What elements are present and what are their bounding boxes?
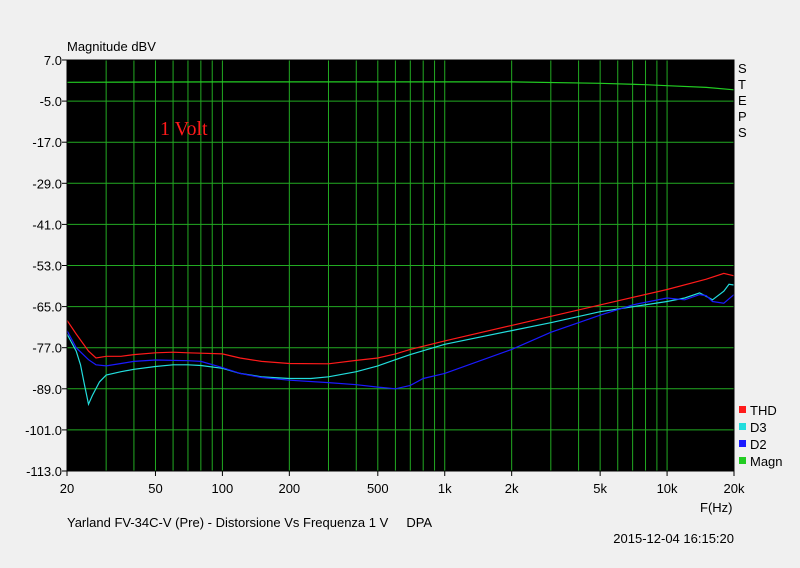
legend-label-magn: Magn (750, 454, 783, 469)
steps-letter: S (738, 125, 747, 140)
y-tick-label: 7.0 (44, 53, 62, 68)
y-tick-label: -113.0 (26, 464, 62, 479)
steps-letter: T (738, 77, 746, 92)
x-tick-label: 20 (60, 481, 74, 496)
series-lines (66, 81, 735, 407)
legend: THD D3 D2 Magn (739, 403, 783, 469)
x-tick-label: 1k (438, 481, 452, 496)
legend-label-d2: D2 (750, 437, 767, 452)
y-tick-label: -29.0 (32, 176, 62, 191)
y-tick-label: -17.0 (32, 135, 62, 150)
y-axis-ticks: 7.0 -5.0 -17.0 -29.0 -41.0 -53.0 -65.0 -77.0 -89… (25, 53, 67, 479)
x-tick-label: 500 (367, 481, 389, 496)
x-axis-label: F(Hz) (700, 500, 733, 515)
plot-frame (66, 59, 735, 472)
legend-swatch-thd (739, 406, 746, 413)
y-tick-label: -5.0 (40, 94, 62, 109)
legend-label-d3: D3 (750, 420, 767, 435)
timestamp: 2015-12-04 16:15:20 (613, 531, 734, 546)
x-tick-label: 10k (657, 481, 678, 496)
legend-label-thd: THD (750, 403, 777, 418)
y-tick-label: -41.0 (32, 217, 62, 232)
steps-letter: E (738, 93, 747, 108)
annotation-1-volt: 1 Volt (160, 118, 208, 140)
y-axis-label: Magnitude dBV (67, 39, 156, 54)
y-tick-label: -77.0 (32, 341, 62, 356)
x-tick-label: 200 (278, 481, 300, 496)
x-tick-label: 5k (593, 481, 607, 496)
series-line-d2 (66, 293, 735, 390)
x-axis-ticks: 20 50 100 200 500 1k 2k 5k 10k 20k (60, 471, 745, 496)
chart-title: Yarland FV-34C-V (Pre) - Distorsione Vs … (67, 515, 432, 530)
series-line-thd (66, 272, 735, 365)
y-tick-label: -101.0 (25, 423, 62, 438)
x-tick-label: 100 (212, 481, 234, 496)
y-tick-label: -53.0 (32, 259, 62, 274)
y-tick-label: -65.0 (32, 300, 62, 315)
legend-swatch-d3 (739, 423, 746, 430)
x-tick-label: 20k (724, 481, 745, 496)
steps-letter: S (738, 61, 747, 76)
legend-swatch-magn (739, 457, 746, 464)
series-line-d3 (66, 283, 735, 407)
y-tick-label: -89.0 (32, 382, 62, 397)
legend-swatch-d2 (739, 440, 746, 447)
x-tick-label: 2k (505, 481, 519, 496)
series-line-magn (66, 81, 735, 91)
steps-letter: P (738, 109, 747, 124)
x-tick-label: 50 (148, 481, 162, 496)
